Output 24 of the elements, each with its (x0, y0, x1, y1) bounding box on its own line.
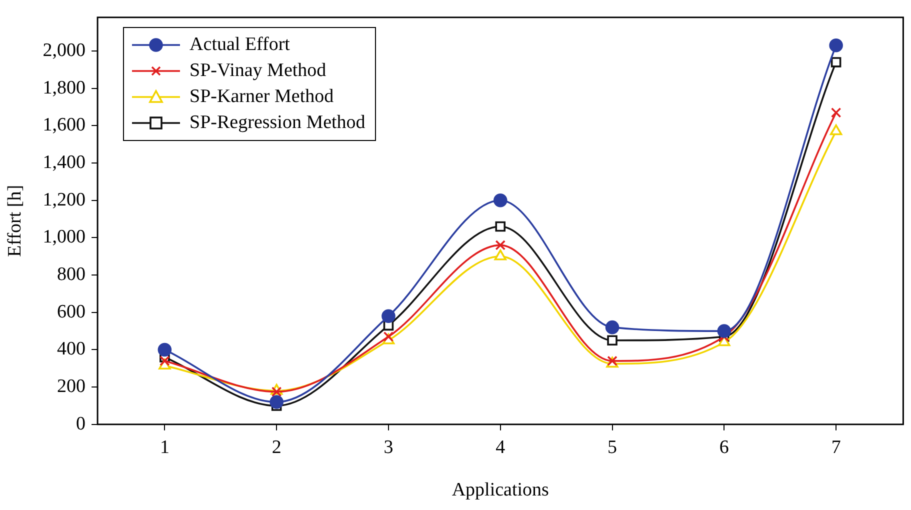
x-tick-label: 5 (608, 436, 618, 458)
legend-label: SP-Regression Method (190, 111, 366, 136)
x-tick-label: 3 (384, 436, 394, 458)
y-tick-label: 600 (57, 301, 86, 322)
y-tick-label: 400 (57, 338, 86, 360)
x-tick-label: 6 (719, 436, 729, 458)
y-tick-label: 2,000 (42, 40, 86, 61)
y-tick-label: 1,600 (42, 114, 86, 136)
y-tick-label: 0 (76, 413, 86, 434)
y-tick-label: 1,800 (42, 77, 86, 98)
y-tick-label: 800 (57, 264, 86, 286)
y-tick-label: 1,000 (42, 226, 86, 248)
y-tick-label: 1,200 (42, 189, 86, 210)
x-tick-label: 7 (831, 436, 841, 458)
y-tick-label: 1,400 (42, 152, 86, 174)
x-axis-title: Applications (452, 480, 549, 501)
legend-label: SP-Karner Method (190, 85, 334, 110)
y-tick-label: 200 (57, 376, 86, 398)
legend-label: SP-Vinay Method (190, 59, 326, 84)
y-axis-title: Effort [h] (4, 184, 26, 257)
x-tick-label: 1 (160, 436, 170, 458)
x-tick-label: 2 (272, 436, 282, 458)
x-tick-label: 4 (496, 436, 506, 458)
legend-label: Actual Effort (190, 33, 290, 58)
